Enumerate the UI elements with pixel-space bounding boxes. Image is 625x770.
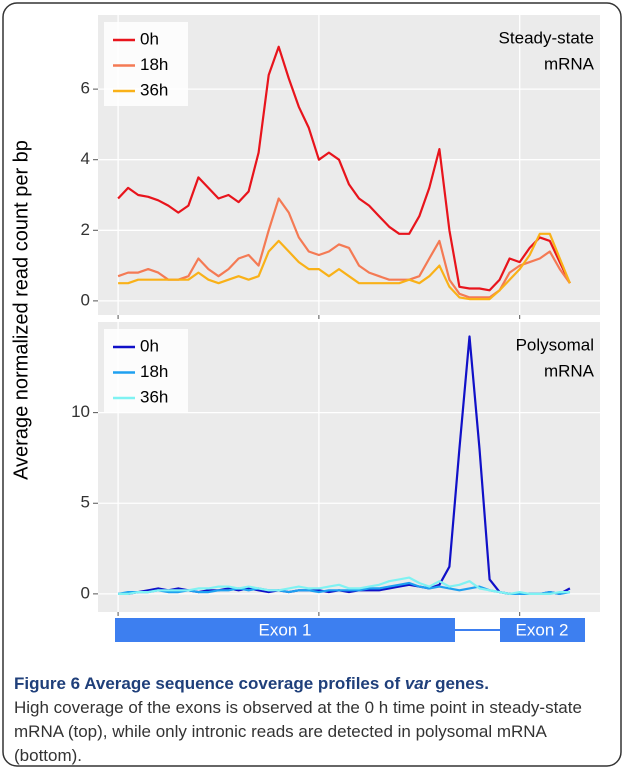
- panel-annotation: Polysomal: [516, 335, 594, 354]
- y-tick-label: 6: [81, 79, 90, 98]
- legend-label: 36h: [140, 80, 168, 99]
- y-tick-label: 0: [81, 290, 90, 309]
- exon-box: [500, 618, 585, 642]
- legend-label: 0h: [140, 29, 159, 48]
- caption-title: Figure 6 Average sequence coverage profi…: [14, 674, 489, 693]
- exon-label: Exon 2: [516, 620, 569, 639]
- panel-annotation: Steady-state: [499, 28, 594, 47]
- y-tick-label: 2: [81, 220, 90, 239]
- panel-annotation: mRNA: [544, 54, 595, 73]
- y-axis-label: Average normalized read count per bp: [10, 140, 32, 480]
- series-line: [117, 45, 571, 292]
- y-tick-label: 5: [81, 493, 90, 512]
- exon-box: [115, 618, 455, 642]
- caption-title-start: Figure 6 Average sequence coverage profi…: [14, 674, 405, 693]
- caption: Figure 6 Average sequence coverage profi…: [14, 672, 614, 768]
- y-tick-label: 10: [71, 402, 90, 421]
- legend-label: 18h: [140, 55, 168, 74]
- caption-title-italic: var: [404, 674, 431, 693]
- series-line: [118, 576, 570, 595]
- panel-annotation: mRNA: [544, 361, 595, 380]
- exon-label: Exon 1: [259, 620, 312, 639]
- y-tick-label: 0: [81, 583, 90, 602]
- y-tick-label: 4: [81, 149, 90, 168]
- legend-label: 18h: [140, 362, 168, 381]
- legend-label: 36h: [140, 387, 168, 406]
- caption-text: High coverage of the exons is observed a…: [14, 698, 582, 765]
- series-line: [118, 232, 571, 301]
- legend-label: 0h: [140, 336, 159, 355]
- caption-title-end: genes.: [430, 674, 489, 693]
